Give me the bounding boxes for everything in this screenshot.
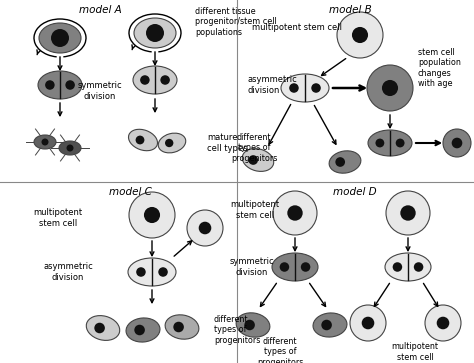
Circle shape [51, 29, 69, 47]
Ellipse shape [329, 151, 361, 173]
Circle shape [66, 144, 73, 151]
Text: asymmetric
division: asymmetric division [248, 75, 298, 95]
Text: model B: model B [328, 5, 371, 15]
Circle shape [136, 136, 145, 144]
Circle shape [311, 83, 321, 93]
Text: symmetric
division: symmetric division [230, 257, 274, 277]
Circle shape [248, 155, 258, 165]
Circle shape [321, 320, 332, 330]
Circle shape [45, 80, 55, 90]
Circle shape [425, 305, 461, 341]
Ellipse shape [385, 253, 431, 281]
Ellipse shape [86, 315, 120, 340]
Circle shape [146, 24, 164, 42]
Circle shape [337, 12, 383, 58]
Ellipse shape [39, 23, 81, 53]
Circle shape [375, 139, 384, 147]
Circle shape [280, 262, 289, 272]
Circle shape [396, 139, 404, 147]
Circle shape [414, 262, 423, 272]
Circle shape [386, 191, 430, 235]
Ellipse shape [126, 318, 160, 342]
Ellipse shape [128, 258, 176, 286]
Ellipse shape [128, 129, 157, 151]
Circle shape [362, 317, 374, 329]
Ellipse shape [281, 74, 329, 102]
Text: symmetric
division: symmetric division [78, 81, 122, 101]
Circle shape [94, 323, 105, 333]
Ellipse shape [368, 130, 412, 156]
Circle shape [287, 205, 303, 221]
Text: stem cell
population
changes
with age: stem cell population changes with age [418, 48, 461, 88]
Ellipse shape [38, 71, 82, 99]
Circle shape [134, 325, 145, 335]
Text: model D: model D [333, 187, 377, 197]
Circle shape [273, 191, 317, 235]
Ellipse shape [134, 18, 176, 48]
Circle shape [244, 320, 255, 330]
Circle shape [392, 262, 402, 272]
Ellipse shape [158, 133, 186, 153]
Circle shape [443, 129, 471, 157]
Circle shape [301, 262, 310, 272]
Text: multipotent
stem cell: multipotent stem cell [230, 200, 280, 220]
Text: different
types of
progenitors: different types of progenitors [231, 133, 277, 163]
Circle shape [187, 210, 223, 246]
Circle shape [144, 207, 160, 223]
Text: different
types of
progenitors: different types of progenitors [257, 337, 303, 363]
Circle shape [289, 83, 299, 93]
Circle shape [140, 75, 150, 85]
Text: model A: model A [79, 5, 121, 15]
Text: different tissue
progenitor/stem cell
populations: different tissue progenitor/stem cell po… [195, 7, 277, 37]
Ellipse shape [165, 315, 199, 339]
Circle shape [452, 138, 462, 148]
Text: asymmetric
division: asymmetric division [43, 262, 93, 282]
Circle shape [437, 317, 449, 329]
Text: multipotent
stem cell: multipotent stem cell [392, 342, 438, 362]
Circle shape [199, 222, 211, 234]
Circle shape [350, 305, 386, 341]
Ellipse shape [59, 141, 81, 155]
Ellipse shape [133, 66, 177, 94]
Circle shape [173, 322, 184, 332]
Circle shape [165, 139, 173, 147]
Ellipse shape [236, 313, 270, 337]
Ellipse shape [272, 253, 318, 281]
Circle shape [401, 205, 416, 221]
Text: model C: model C [109, 187, 151, 197]
Circle shape [65, 80, 75, 90]
Circle shape [129, 192, 175, 238]
Circle shape [367, 65, 413, 111]
Circle shape [352, 27, 368, 43]
Circle shape [336, 157, 345, 167]
Ellipse shape [34, 135, 56, 149]
Ellipse shape [242, 148, 273, 171]
Ellipse shape [313, 313, 347, 337]
Circle shape [158, 267, 168, 277]
Circle shape [382, 80, 398, 96]
Circle shape [136, 267, 146, 277]
Circle shape [160, 75, 170, 85]
Text: different
types of
progenitors: different types of progenitors [214, 315, 260, 345]
Circle shape [42, 139, 48, 146]
Text: multipotent stem cell: multipotent stem cell [252, 24, 342, 33]
Text: multipotent
stem cell: multipotent stem cell [34, 208, 82, 228]
Text: mature
cell types: mature cell types [207, 133, 247, 153]
